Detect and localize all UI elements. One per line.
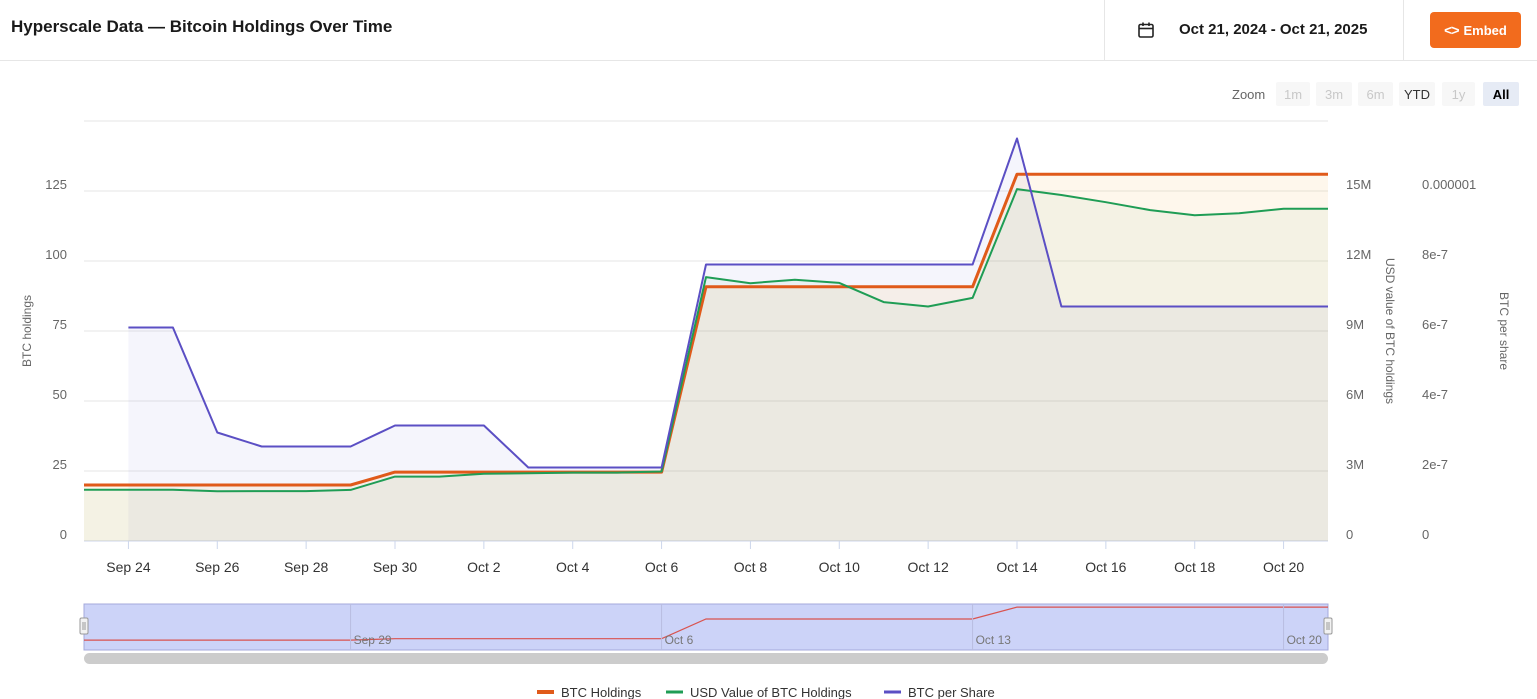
- x-tick-label: Oct 20: [1263, 559, 1304, 575]
- x-tick-label: Oct 16: [1085, 559, 1126, 575]
- x-tick-label: Oct 6: [645, 559, 679, 575]
- zoom-button-label-3m: 3m: [1325, 87, 1343, 102]
- navigator-label: Oct 13: [976, 633, 1012, 647]
- x-tick-label: Oct 12: [908, 559, 949, 575]
- navigator-selection[interactable]: [83, 603, 1329, 651]
- y-left-tick-label: 0: [60, 527, 67, 542]
- y-right-tick-label: 0: [1422, 527, 1429, 542]
- legend-item-btc-holdings[interactable]: BTC Holdings: [561, 685, 642, 699]
- zoom-button-label-all[interactable]: All: [1493, 87, 1510, 102]
- chart-header: Hyperscale Data — Bitcoin Holdings Over …: [0, 0, 1537, 61]
- zoom-label: Zoom: [1232, 87, 1265, 102]
- navigator-label: Oct 20: [1287, 633, 1323, 647]
- zoom-button-label-6m: 6m: [1366, 87, 1384, 102]
- navigator-series-line: [84, 606, 1328, 641]
- zoom-bar: Zoom 1m 3m 6m YTD 1y All: [1232, 82, 1519, 106]
- y-middle-tick-label: 3M: [1346, 457, 1364, 472]
- zoom-button-label-1m: 1m: [1284, 87, 1302, 102]
- y-right-tick-label: 4e-7: [1422, 387, 1448, 402]
- y-middle-tick-label: 0: [1346, 527, 1353, 542]
- y-right-tick-label: 2e-7: [1422, 457, 1448, 472]
- y-middle-axis-title: USD value of BTC holdings: [1383, 258, 1397, 404]
- x-tick-label: Oct 14: [996, 559, 1037, 575]
- y-left-tick-label: 125: [45, 177, 67, 192]
- y-right-tick-label: 0.000001: [1422, 177, 1476, 192]
- x-tick-label: Oct 8: [734, 559, 768, 575]
- axes: 0 25 50 75 100 125 0 3M 6M 9M 12M 15M 0 2e-7 4e-7 6e-7 8…: [20, 177, 1511, 575]
- series-lines: [84, 137, 1328, 493]
- zoom-button-6m: [1358, 82, 1393, 106]
- x-tick-label: Sep 24: [106, 559, 151, 575]
- legend: BTC Holdings USD Value of BTC Holdings BTC…: [537, 685, 995, 699]
- y-left-tick-label: 50: [53, 387, 67, 402]
- x-tick-label: Oct 2: [467, 559, 501, 575]
- zoom-button-1y: [1442, 82, 1475, 106]
- usd-value-area: [84, 189, 1328, 541]
- y-middle-tick-label: 6M: [1346, 387, 1364, 402]
- chart-area: Zoom 1m 3m 6m YTD 1y All 0 25 50 75 100 125 0 3M 6M 9M 1…: [20, 82, 1519, 699]
- navigator: Sep 29 Oct 6 Oct 13 Oct 20: [79, 603, 1333, 664]
- embed-button[interactable]: <> Embed: [1430, 12, 1521, 48]
- x-tick-label: Oct 4: [556, 559, 590, 575]
- x-tick-label: Oct 10: [819, 559, 860, 575]
- usd-value-line: [84, 188, 1328, 493]
- navigator-label: Sep 29: [354, 633, 392, 647]
- x-tick-label: Oct 18: [1174, 559, 1215, 575]
- y-middle-tick-label: 12M: [1346, 247, 1371, 262]
- navigator-label: Oct 6: [665, 633, 694, 647]
- embed-button-label: Embed: [1463, 22, 1507, 38]
- code-icon: <>: [1444, 22, 1459, 38]
- navigator-right-handle[interactable]: [1323, 617, 1333, 635]
- zoom-button-label-ytd[interactable]: YTD: [1404, 87, 1430, 102]
- series-areas: [84, 138, 1328, 541]
- grid-lines: [84, 120, 1328, 542]
- zoom-button-ytd[interactable]: [1399, 82, 1435, 106]
- zoom-button-1m: [1276, 82, 1310, 106]
- x-tick-label: Sep 28: [284, 559, 329, 575]
- zoom-button-3m: [1316, 82, 1352, 106]
- x-tick-label: Sep 26: [195, 559, 240, 575]
- calendar-icon: [1138, 22, 1154, 38]
- y-left-tick-label: 100: [45, 247, 67, 262]
- chart-title: Hyperscale Data — Bitcoin Holdings Over …: [11, 17, 393, 36]
- btc-per-share-area: [128, 138, 1328, 541]
- btc-per-share-line: [128, 137, 1328, 469]
- zoom-button-all[interactable]: [1483, 82, 1519, 106]
- legend-item-btc-per-share[interactable]: BTC per Share: [908, 685, 995, 699]
- legend-item-usd-value-of-btc-holdings[interactable]: USD Value of BTC Holdings: [690, 685, 852, 699]
- btc-holdings-area: [84, 174, 1328, 541]
- y-right-tick-label: 6e-7: [1422, 317, 1448, 332]
- y-middle-tick-label: 9M: [1346, 317, 1364, 332]
- y-left-tick-label: 75: [53, 317, 67, 332]
- y-left-tick-label: 25: [53, 457, 67, 472]
- btc-holdings-line: [84, 172, 1328, 487]
- y-right-tick-label: 8e-7: [1422, 247, 1448, 262]
- y-right-axis-title: BTC per share: [1497, 292, 1511, 370]
- navigator-scrollbar[interactable]: [84, 653, 1328, 664]
- navigator-left-handle[interactable]: [79, 617, 89, 635]
- y-middle-tick-label: 15M: [1346, 177, 1371, 192]
- x-tick-label: Sep 30: [373, 559, 418, 575]
- y-left-axis-title: BTC holdings: [20, 295, 34, 367]
- date-range-picker[interactable]: Oct 21, 2024 - Oct 21, 2025: [1104, 0, 1404, 60]
- zoom-button-label-1y: 1y: [1452, 87, 1466, 102]
- date-range-text: Oct 21, 2024 - Oct 21, 2025: [1179, 21, 1368, 38]
